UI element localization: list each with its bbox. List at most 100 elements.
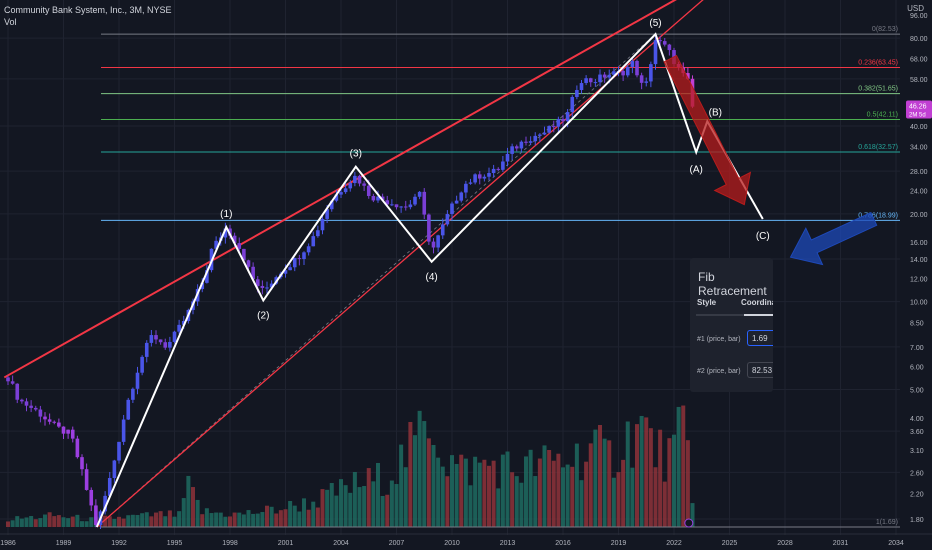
- wave-label: (C): [756, 231, 770, 242]
- last-price-badge[interactable]: [906, 100, 932, 119]
- time-tick-label: 2031: [833, 540, 849, 547]
- volume-bar: [574, 443, 579, 527]
- price-tick-label: 14.00: [910, 257, 928, 264]
- point1-label: #1 (price, bar): [697, 336, 741, 343]
- candle-body: [320, 218, 325, 231]
- candle-body: [399, 206, 403, 208]
- volume-bar: [107, 516, 112, 527]
- candle-body: [302, 252, 306, 260]
- candle-body: [348, 183, 353, 189]
- candle-body: [607, 74, 612, 78]
- point2-price-input[interactable]: [747, 362, 773, 378]
- price-tick-label: 68.00: [910, 57, 928, 64]
- point1-price-input[interactable]: [747, 330, 773, 346]
- candle-body: [6, 377, 10, 382]
- candle-body: [70, 429, 75, 439]
- price-tick-label: 10.00: [910, 300, 928, 307]
- volume-bar: [200, 514, 205, 527]
- tab-coordinates[interactable]: Coordinates: [741, 298, 773, 307]
- volume-bar: [473, 456, 478, 527]
- candle-body: [353, 175, 357, 184]
- candle-body: [491, 168, 496, 174]
- candle-body: [214, 240, 218, 249]
- volume-bar: [130, 514, 135, 527]
- volume-bar: [343, 485, 348, 527]
- time-tick-label: 1995: [167, 540, 183, 547]
- candle-body: [588, 78, 593, 83]
- volume-bar: [524, 456, 528, 527]
- volume-bar: [394, 484, 399, 527]
- volume-bar: [117, 516, 121, 527]
- projection-arrows[interactable]: [663, 54, 878, 266]
- candle-body: [163, 342, 168, 348]
- fib-level-label: 0(82.53): [872, 26, 898, 33]
- price-tick-label: 2.20: [910, 492, 924, 499]
- volume-indicator-label[interactable]: Vol: [4, 17, 17, 27]
- volume-bar: [167, 510, 172, 527]
- volume-bar: [186, 475, 191, 527]
- price-axis[interactable]: 96.0080.0068.0058.0048.0040.0034.0028.00…: [906, 13, 932, 524]
- candle-body: [121, 419, 126, 442]
- volume-bar: [459, 454, 464, 527]
- time-tick-label: 1992: [111, 540, 127, 547]
- volume-bar: [84, 521, 89, 527]
- candle-body: [334, 194, 339, 201]
- volume-bar: [426, 438, 431, 527]
- fib-trend-line[interactable]: [96, 33, 656, 528]
- volume-bar: [648, 428, 653, 527]
- fib-retracement-dialog[interactable]: Fib Retracement Style Coordinates #1 (pr…: [690, 258, 773, 392]
- candle-body: [612, 71, 616, 75]
- time-tick-label: 2004: [333, 540, 349, 547]
- fib-retracement-levels[interactable]: 1(1.69) 0.786(18.99) 0.618(32.57) 0.5(42.11…: [96, 26, 900, 528]
- time-axis[interactable]: 1986 1989 1992 1995 1998 2001 2004 2007 2010 2013…: [0, 518, 932, 547]
- volume-bar: [33, 519, 38, 527]
- time-tick-label: 2022: [666, 540, 682, 547]
- price-tick-label: 58.00: [910, 77, 928, 84]
- last-price-value: 46.26: [909, 104, 927, 111]
- volume-bar: [209, 513, 214, 527]
- volume-bar: [639, 415, 644, 527]
- volume-bar: [352, 472, 357, 527]
- tab-underline: [696, 314, 773, 316]
- volume-bar: [163, 516, 168, 527]
- volume-bar: [500, 454, 505, 527]
- volume-bar: [611, 477, 616, 527]
- symbol-title: Community Bank System, Inc., 3M, NYSE: [4, 5, 172, 15]
- volume-bar: [556, 453, 561, 527]
- price-tick-label: 3.60: [910, 429, 924, 436]
- volume-bar: [149, 516, 154, 527]
- candle-body: [158, 339, 163, 343]
- volume-bar: [690, 503, 695, 527]
- volume-bar: [593, 429, 598, 527]
- volume-bar: [269, 506, 274, 527]
- candle-body: [297, 258, 302, 260]
- volume-bar: [66, 518, 71, 527]
- candle-body: [394, 204, 399, 208]
- candle-body: [255, 279, 260, 286]
- volume-bar: [371, 481, 376, 527]
- candle-body: [246, 260, 251, 267]
- volume-bar: [422, 421, 427, 527]
- projection-arrow[interactable]: [789, 211, 878, 266]
- candle-body: [427, 214, 431, 242]
- candle-body: [80, 457, 84, 470]
- channel-line[interactable]: [96, 0, 724, 528]
- dividend-event-icon[interactable]: [684, 518, 694, 528]
- volume-bar: [204, 508, 209, 527]
- tab-style[interactable]: Style: [697, 298, 717, 307]
- volume-bar: [103, 515, 108, 527]
- volume-bar: [362, 486, 367, 527]
- volume-bar: [519, 482, 524, 527]
- candle-body: [66, 429, 70, 434]
- volume-bar: [135, 515, 140, 527]
- candle-body: [223, 228, 228, 238]
- candle-body: [450, 203, 454, 215]
- volume-bar: [487, 465, 491, 527]
- volume-bar: [408, 421, 413, 527]
- volume-bar: [588, 443, 593, 527]
- projection-arrow[interactable]: [663, 54, 752, 206]
- volume-bar: [297, 511, 302, 527]
- candle-body: [311, 236, 316, 247]
- volume-bar: [195, 499, 200, 527]
